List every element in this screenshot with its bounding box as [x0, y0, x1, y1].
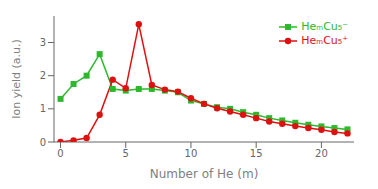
svg-text:1: 1 — [40, 103, 46, 114]
svg-text:Ion yield (a.u.): Ion yield (a.u.) — [10, 39, 23, 119]
svg-text:0: 0 — [40, 137, 46, 148]
svg-text:5: 5 — [123, 148, 129, 159]
svg-text:Number of He (m): Number of He (m) — [150, 167, 259, 180]
html-text:HeₘCu₅⁻: HeₘCu₅⁻ — [301, 20, 348, 33]
svg-text:0: 0 — [57, 148, 63, 159]
svg-text:15: 15 — [250, 148, 263, 159]
svg-text:2: 2 — [40, 70, 46, 81]
html-text:HeₘCu₅⁺: HeₘCu₅⁺ — [301, 34, 348, 47]
svg-text:3: 3 — [40, 37, 46, 48]
svg-text:20: 20 — [315, 148, 328, 159]
svg-text:10: 10 — [185, 148, 198, 159]
